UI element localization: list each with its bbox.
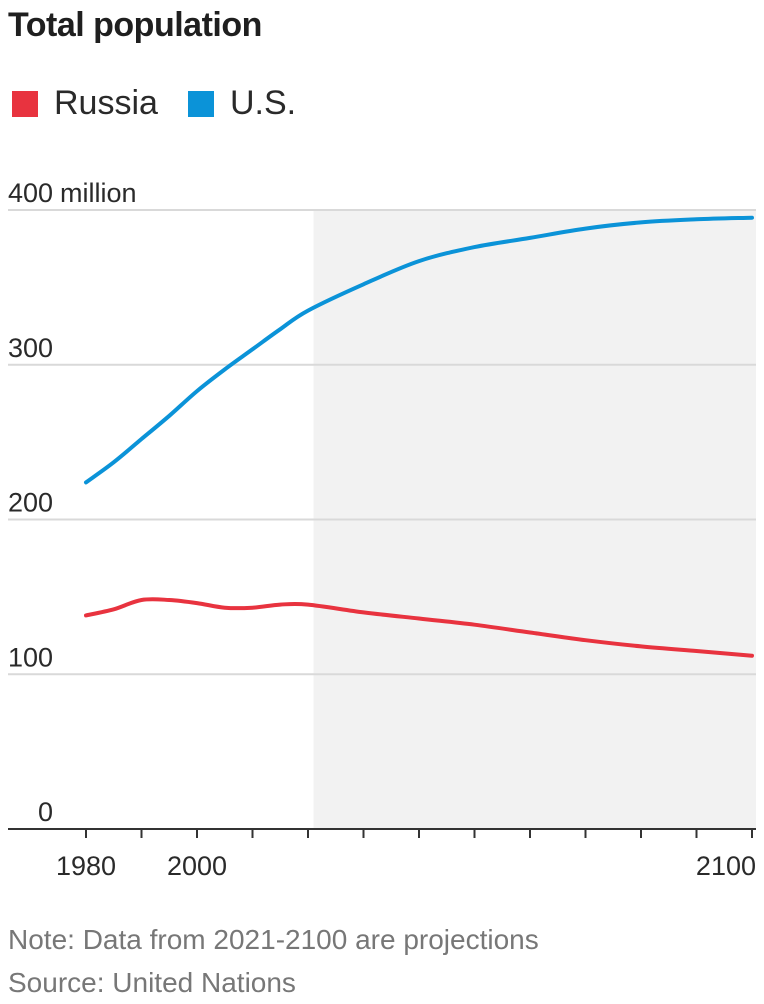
legend-label-u-s: U.S.	[229, 84, 297, 122]
legend-item-u-s: U.S.	[187, 84, 297, 123]
legend-swatch-u-s	[187, 90, 214, 117]
chart-title: Total population	[8, 6, 262, 44]
x-tick-label-1980: 1980	[56, 851, 116, 880]
y-tick-label-0: 0	[38, 797, 53, 827]
line-chart: 0 100 200 300 400 million 1980 2000 2100	[8, 178, 756, 880]
legend-label-russia: Russia	[54, 84, 158, 122]
source-note: Source: United Nations	[8, 967, 296, 998]
x-tick-label-2000: 2000	[167, 851, 227, 880]
y-tick-label-200: 200	[8, 488, 53, 518]
x-tick-label-2100: 2100	[696, 851, 756, 880]
legend-swatch-russia	[12, 90, 38, 117]
y-tick-unit-label: million	[60, 178, 137, 208]
series-line-russia	[84, 597, 754, 658]
y-tick-label-100: 100	[8, 642, 53, 672]
chart-notes: Note: Data from 2021-2100 are projection…	[8, 918, 539, 1004]
projection-note: Note: Data from 2021-2100 are projection…	[8, 924, 539, 955]
chart-legend: Russia U.S.	[12, 84, 326, 123]
y-tick-label-400: 400	[8, 178, 53, 208]
series-line-u-s	[84, 215, 754, 485]
y-tick-label-300: 300	[8, 333, 53, 363]
legend-item-russia: Russia	[12, 84, 158, 123]
